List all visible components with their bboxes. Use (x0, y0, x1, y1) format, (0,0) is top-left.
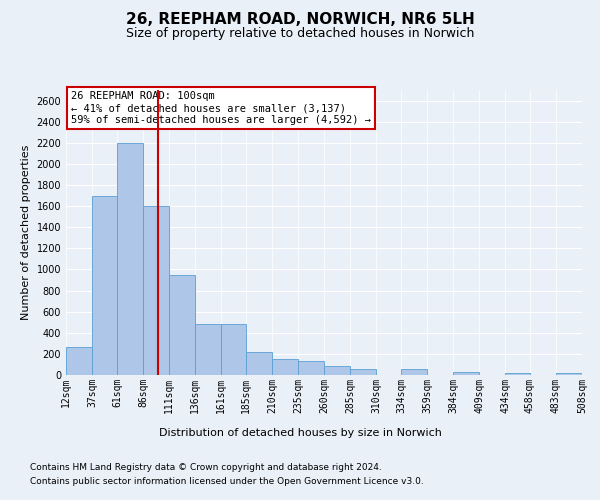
Bar (143, 206, 169, 375)
Bar (556, 373, 582, 375)
Bar (117, 143, 143, 375)
Y-axis label: Number of detached properties: Number of detached properties (21, 145, 31, 320)
Text: Contains HM Land Registry data © Crown copyright and database right 2024.: Contains HM Land Registry data © Crown c… (30, 462, 382, 471)
Bar (324, 366, 350, 375)
Text: Contains public sector information licensed under the Open Government Licence v3: Contains public sector information licen… (30, 478, 424, 486)
Bar (350, 368, 376, 375)
Bar (298, 362, 324, 375)
Bar (169, 274, 195, 375)
Bar (195, 324, 221, 375)
Text: Distribution of detached houses by size in Norwich: Distribution of detached houses by size … (158, 428, 442, 438)
Bar (401, 368, 427, 375)
Bar (92, 196, 117, 375)
Bar (66, 346, 92, 375)
Text: 26, REEPHAM ROAD, NORWICH, NR6 5LH: 26, REEPHAM ROAD, NORWICH, NR6 5LH (125, 12, 475, 28)
Bar (272, 359, 298, 375)
Bar (505, 373, 530, 375)
Bar (221, 324, 246, 375)
Text: Size of property relative to detached houses in Norwich: Size of property relative to detached ho… (126, 28, 474, 40)
Text: 26 REEPHAM ROAD: 100sqm
← 41% of detached houses are smaller (3,137)
59% of semi: 26 REEPHAM ROAD: 100sqm ← 41% of detache… (71, 92, 371, 124)
Bar (453, 372, 479, 375)
Bar (246, 352, 272, 375)
